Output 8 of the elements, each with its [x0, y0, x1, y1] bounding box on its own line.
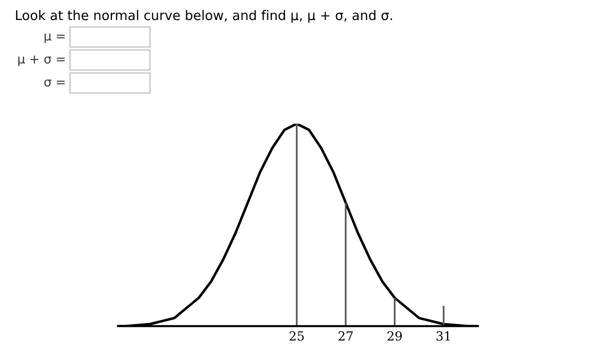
x-tick-label: 29 — [388, 331, 402, 341]
text: μ = — [44, 34, 65, 44]
chart-title: Look at the normal curve below, and find μ, μ + σ, and σ. — [16, 10, 392, 23]
text: μ + σ = — [18, 56, 65, 66]
x-tick-label: 31 — [436, 331, 450, 341]
text: σ = — [44, 80, 65, 87]
x-tick-label: 25 — [290, 331, 304, 341]
x-tick-label: 27 — [338, 331, 353, 341]
